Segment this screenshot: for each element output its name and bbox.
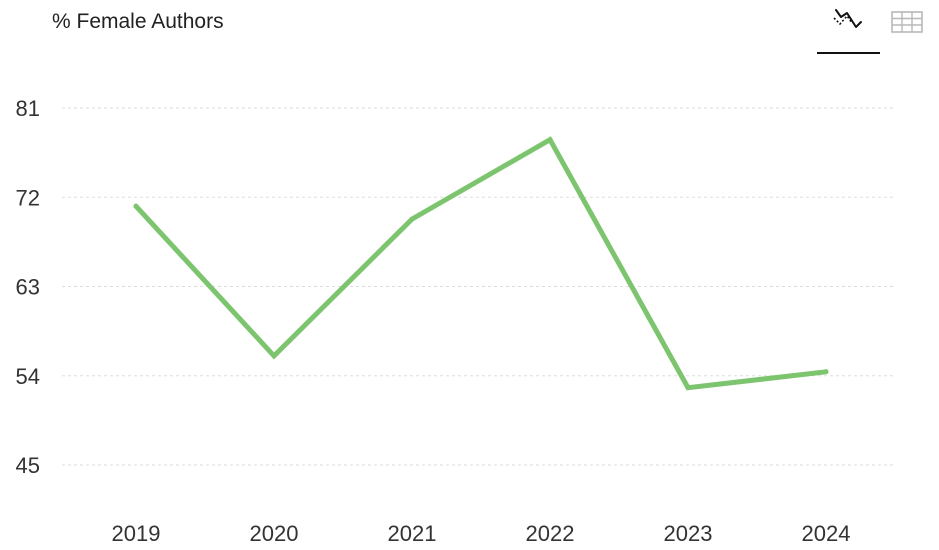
x-tick-label: 2023: [664, 521, 713, 546]
x-tick-label: 2021: [388, 521, 437, 546]
view-toolbar: [809, 0, 939, 56]
data-point: [685, 385, 691, 391]
chart-title: % Female Authors: [52, 10, 224, 33]
data-point: [409, 216, 415, 222]
x-axis-ticks: 2019 2020 2021 2022 2023 2024: [112, 521, 851, 546]
table-view-tab[interactable]: [887, 0, 927, 54]
x-tick-label: 2020: [250, 521, 299, 546]
table-grid-icon: [891, 11, 923, 33]
line-chart-icon: [833, 9, 862, 28]
data-point: [271, 353, 277, 359]
y-tick-label: 54: [16, 364, 40, 389]
y-tick-label: 81: [16, 96, 40, 121]
y-tick-label: 72: [16, 185, 40, 210]
x-tick-label: 2024: [802, 521, 851, 546]
series-line: [133, 136, 829, 391]
data-point: [133, 203, 139, 209]
gridlines: [62, 107, 895, 466]
x-tick-label: 2019: [112, 521, 161, 546]
y-tick-label: 63: [16, 275, 40, 300]
y-tick-label: 45: [16, 453, 40, 478]
data-point: [823, 369, 829, 375]
x-tick-label: 2022: [526, 521, 575, 546]
series-layer: [133, 136, 829, 391]
data-point: [547, 137, 553, 143]
chart-view-tab[interactable]: [817, 0, 880, 54]
y-axis-ticks: 45 54 63 72 81: [16, 96, 40, 478]
